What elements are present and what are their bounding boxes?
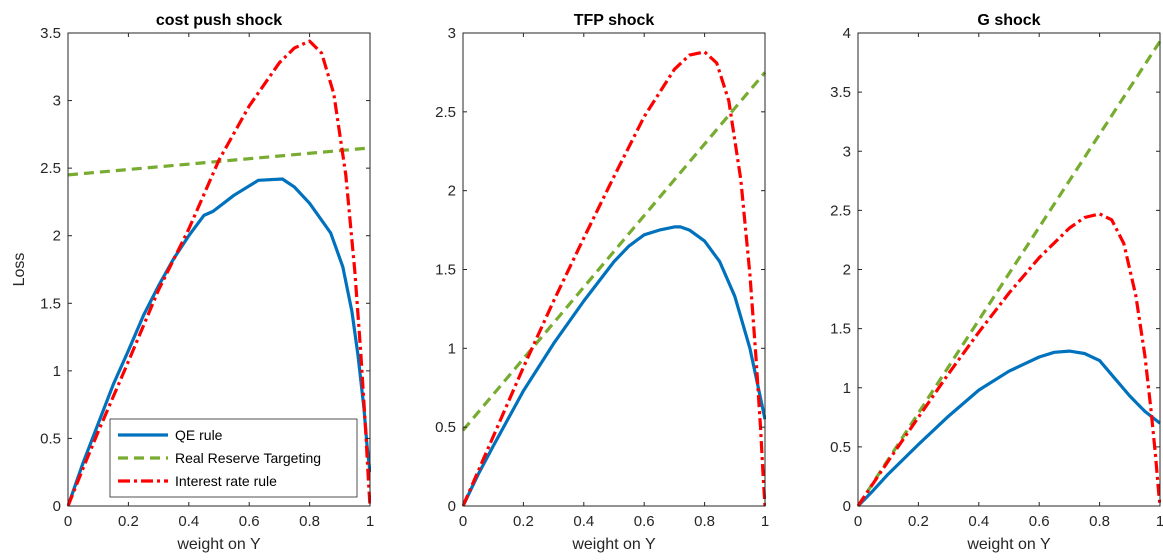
y-tick-label: 0: [843, 498, 851, 515]
x-tick-label: 0.6: [634, 513, 655, 530]
x-tick-label: 0.8: [694, 513, 715, 530]
y-tick-label: 3.5: [40, 25, 61, 42]
y-tick-label: 3: [53, 93, 61, 110]
series-line-real-reserve-targeting: [857, 40, 1161, 507]
y-axis-label: Loss: [11, 253, 28, 287]
chart-panel-3: 0 0.2 0.4 0.6 0.8 1 0 0.5 1 1.5 2 2.5 3 3.5 4 G shock we…: [830, 12, 1163, 553]
x-axis-label: weight on Y: [966, 536, 1051, 553]
y-tick-label: 0: [448, 498, 456, 515]
legend-label: Interest rate rule: [175, 473, 277, 489]
x-tick-label: 0.2: [118, 513, 139, 530]
y-tick-label: 3.5: [830, 84, 851, 101]
axes-box: [67, 32, 371, 507]
x-tick-label: 0: [64, 513, 72, 530]
y-tick-label: 0.5: [40, 430, 61, 447]
series-line-interest-rate-rule: [857, 212, 1161, 507]
y-tick-label: 2.5: [40, 160, 61, 177]
chart-title: TFP shock: [574, 12, 655, 29]
x-axis-label: weight on Y: [176, 536, 261, 553]
x-tick-label: 1: [761, 513, 769, 530]
y-tick-label: 1: [843, 380, 851, 397]
y-tick-label: 1: [448, 340, 456, 357]
x-tick-label: 0.6: [1029, 513, 1050, 530]
series-group: [462, 50, 766, 507]
x-tick-label: 0.2: [513, 513, 534, 530]
series-group: [857, 40, 1161, 507]
series-line-interest-rate-rule: [462, 50, 766, 507]
chart-panel-2: 0 0.2 0.4 0.6 0.8 1 0 0.5 1 1.5 2 2.5 3 TFP shock weig…: [435, 12, 769, 553]
x-tick-label: 0.8: [299, 513, 320, 530]
x-tick-label: 0.4: [178, 513, 199, 530]
y-tick-label: 2.5: [435, 104, 456, 121]
x-tick-label: 0.6: [239, 513, 260, 530]
y-tick-label: 1: [53, 363, 61, 380]
x-tick-label: 1: [366, 513, 374, 530]
series-line-qe-rule: [462, 225, 766, 507]
chart-title: cost push shock: [156, 12, 282, 29]
chart-panel-1: 0 0.2 0.4 0.6 0.8 1 0 0.5 1 1.5 2 2.5 3 3.5 cost push …: [11, 12, 374, 553]
y-tick-label: 2.5: [830, 202, 851, 219]
chart-title: G shock: [977, 12, 1040, 29]
y-tick-label: 2: [843, 262, 851, 279]
x-tick-label: 0: [854, 513, 862, 530]
x-tick-label: 0: [459, 513, 467, 530]
y-tick-label: 1.5: [40, 295, 61, 312]
legend-label: Real Reserve Targeting: [175, 450, 321, 466]
x-tick-label: 0.2: [908, 513, 929, 530]
x-axis-label: weight on Y: [571, 536, 656, 553]
x-tick-label: 0.4: [968, 513, 989, 530]
legend: QE rule Real Reserve Targeting Interest ra…: [109, 418, 358, 498]
series-line-qe-rule: [67, 177, 371, 507]
y-tick-label: 0: [53, 498, 61, 515]
x-tick-label: 1: [1156, 513, 1163, 530]
plot-area: [858, 33, 1160, 506]
series-line-qe-rule: [857, 349, 1161, 507]
y-tick-label: 2: [448, 183, 456, 200]
y-tick-label: 2: [53, 228, 61, 245]
series-line-interest-rate-rule: [67, 39, 371, 507]
y-tick-label: 1.5: [830, 321, 851, 338]
series-line-real-reserve-targeting: [462, 71, 766, 432]
y-tick-label: 0.5: [830, 439, 851, 456]
series-group: [67, 39, 371, 507]
y-tick-label: 4: [843, 25, 851, 42]
y-tick-label: 1.5: [435, 262, 456, 279]
x-tick-label: 0.4: [573, 513, 594, 530]
legend-label: QE rule: [175, 427, 223, 443]
x-tick-label: 0.8: [1089, 513, 1110, 530]
plot-area: [463, 33, 765, 506]
y-tick-label: 3: [843, 143, 851, 160]
y-tick-label: 0.5: [435, 419, 456, 436]
y-tick-label: 3: [448, 25, 456, 42]
